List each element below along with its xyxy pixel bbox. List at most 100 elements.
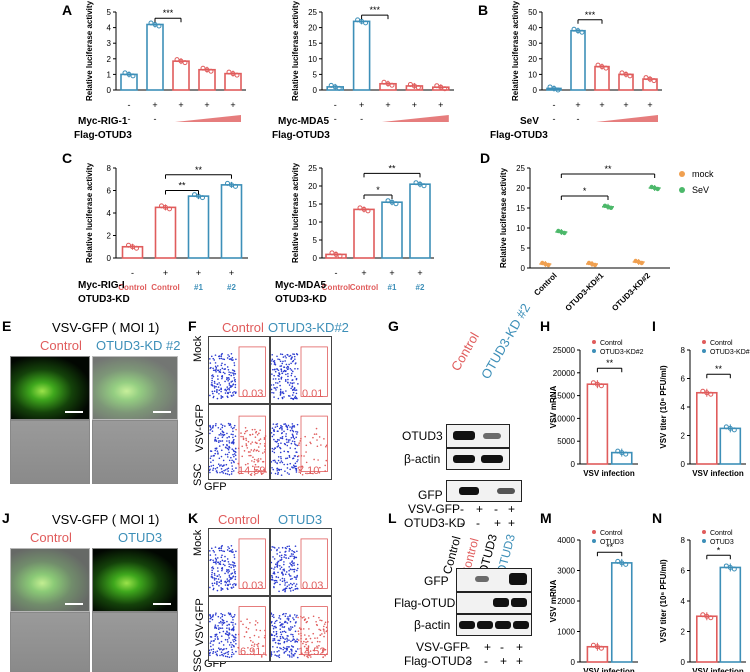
chart-n-ytick-label-3: 6	[681, 567, 686, 576]
chart-m-xlabel: VSV infection	[583, 667, 635, 672]
l-band-gfp-label: GFP	[424, 574, 449, 588]
chart-d-xtick-1: OTUD3-KD#1	[564, 271, 606, 313]
chart-a-left-dot-4-2	[234, 72, 240, 78]
l-blot-gfp	[456, 568, 532, 592]
k-row-mock: Mock	[192, 529, 204, 556]
chart-a-left-bar-2	[172, 60, 190, 91]
chart-i-dot-1-2	[731, 427, 737, 433]
chart-m-ytick-label-0: 0	[571, 658, 576, 667]
chart-h-xlabel: VSV infection	[583, 469, 635, 478]
chart-i-ytick-label-3: 6	[681, 375, 686, 384]
f-plot-vsv-control-scatter	[209, 415, 267, 476]
chart-d-xtick-0: Control	[532, 271, 558, 297]
chart-b-ytick-label-0: 0	[533, 86, 538, 95]
chart-h-ytick-label-5: 25000	[553, 346, 576, 355]
g-row-kd: OTUD3-KD	[404, 516, 466, 530]
chart-b-dot-3-2	[627, 73, 633, 79]
g-blot-actin	[446, 448, 510, 470]
e-label-control: Control	[40, 338, 82, 353]
f-row-mock: Mock	[192, 335, 204, 362]
f-plot-vsv-kd-scatter	[271, 415, 328, 476]
chart-d-dot-0-0-2	[546, 262, 551, 268]
chart-i-ytick-label-0: 0	[681, 460, 686, 469]
chart-i-legend-label-0: Control	[710, 340, 733, 347]
chart-n-bar-0	[695, 615, 718, 663]
chart-h-ylabel: VSV mRNA	[549, 385, 558, 428]
f-val-3: 14.59	[238, 465, 266, 477]
g-band-actin-label: β-actin	[404, 452, 441, 466]
f-col-control: Control	[222, 320, 264, 335]
chart-a-left-dot-3-2	[208, 68, 214, 74]
chart-a-left-row1-0: -	[128, 100, 131, 110]
e-label-kd: OTUD3-KD #2	[96, 338, 181, 353]
l-blot-flag	[456, 592, 532, 614]
chart-a-left-ytick-label-4: 4	[107, 24, 112, 33]
k-col-otud3: OTUD3	[278, 512, 323, 527]
panel-label-e: E	[2, 318, 12, 334]
chart-h-legend-label-0: Control	[600, 340, 623, 347]
chart-b-ytick-label-1: 10	[528, 70, 537, 79]
chart-n-ylabel: VSV titer (10⁶ PFU/ml)	[659, 559, 668, 643]
chart-i-bar-1	[719, 427, 742, 465]
panel-label-g: G	[388, 318, 399, 334]
label-otud3-kd-c1: OTUD3-KD	[78, 294, 130, 305]
l-row-flag: Flag-OTUD3	[404, 654, 473, 668]
chart-b-row2-1: -	[577, 114, 580, 124]
chart-m-ytick-label-2: 2000	[557, 597, 575, 606]
chart-c-left-row1-3: +	[229, 268, 234, 278]
k-plot-vsv-control-scatter	[209, 606, 267, 659]
chart-h-ytick-label-2: 10000	[553, 414, 576, 423]
chart-c-left-row1-2: +	[196, 268, 201, 278]
chart-a-right-row1-1: +	[359, 100, 364, 110]
chart-a-right-row2-1: -	[360, 114, 363, 124]
chart-c-left-dot-2-2	[200, 195, 205, 201]
chart-a-right-ytick-label-2: 10	[308, 55, 317, 64]
l-flag-1: -	[466, 654, 470, 668]
j-label-otud3: OTUD3	[118, 530, 163, 545]
chart-b-dot-1-1	[575, 28, 581, 34]
chart-a-right-ytick-label-3: 15	[308, 39, 317, 48]
panel-label-j: J	[2, 510, 10, 526]
chart-a-left-dot-1-2	[156, 23, 162, 29]
f-col-kd: OTUD3-KD#2	[268, 320, 349, 335]
chart-c-right-row2-3: #2	[416, 283, 425, 292]
chart-b-dot-4-2	[651, 78, 657, 84]
chart-c-left-ytick-label-4: 8	[107, 164, 112, 173]
chart-c-right-ytick-label-5: 25	[308, 164, 317, 173]
chart-c-left-row2-0: Control	[118, 283, 146, 292]
chart-n-legend-label-1: OTUD3	[710, 539, 734, 546]
k-val-4: 14.52	[298, 646, 326, 658]
j-bright-control	[10, 612, 90, 672]
chart-a-left-ylabel: Relative luciferase activity	[85, 0, 94, 101]
g-blot-otud3	[446, 424, 510, 448]
chart-c-left-dot-0-2	[134, 245, 139, 251]
l-vsv-1: -	[466, 640, 470, 654]
l-row-vsv: VSV-GFP	[416, 640, 469, 654]
label-myc-rigI: Myc-RIG-I	[78, 280, 125, 291]
chart-b-ytick-label-2: 20	[528, 55, 537, 64]
chart-c-left-row1-1: +	[163, 268, 168, 278]
chart-b-dot-1-2	[579, 29, 585, 35]
g-blot-gfp	[446, 480, 522, 502]
chart-c-right-row1-3: +	[417, 268, 422, 278]
chart-d-ytick-label-1: 5	[521, 244, 526, 253]
panel-label-c: C	[62, 150, 73, 166]
chart-d-ylabel: Relative luciferase activity	[499, 167, 508, 268]
g-vsv-1: -	[460, 502, 464, 516]
panel-label-m: M	[540, 510, 552, 526]
chart-m-legend-label-0: Control	[600, 530, 623, 537]
chart-c-right-dot-2-2	[393, 201, 399, 207]
chart-c-right-ytick-label-4: 20	[308, 182, 317, 191]
f-plot-mock-kd	[270, 336, 332, 404]
chart-c-right-row1-1: +	[361, 268, 366, 278]
f-plot-mock-kd-scatter	[271, 346, 328, 401]
chart-c-left-row2-2: #1	[194, 283, 203, 292]
chart-a-left-ytick-label-0: 0	[107, 86, 112, 95]
g-kd-3: +	[494, 516, 502, 530]
label-myc-rig1: Myc-RIG-1	[78, 116, 128, 127]
l-vsv-3: -	[500, 640, 504, 654]
k-plot-mock-otud3	[270, 528, 332, 596]
chart-c-right-ytick-label-0: 0	[313, 254, 318, 263]
g-row-vsv: VSV-GFP	[408, 502, 461, 516]
chart-b-row2-0: -	[553, 114, 556, 124]
